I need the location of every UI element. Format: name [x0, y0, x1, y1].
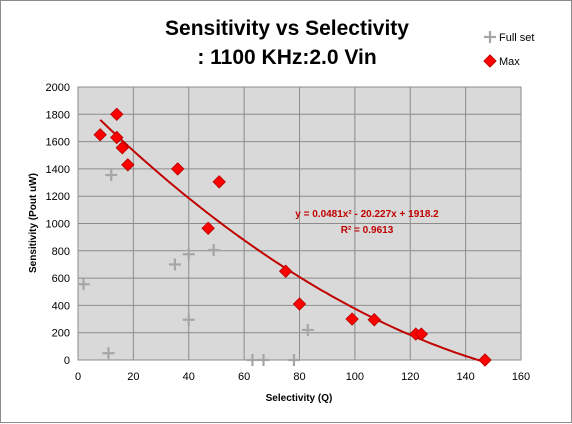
- y-tick-label: 200: [52, 328, 70, 340]
- x-tick-label: 20: [127, 371, 139, 383]
- x-tick-label: 80: [293, 371, 305, 383]
- legend-plus-icon: [484, 31, 496, 43]
- x-tick-label: 40: [183, 371, 195, 383]
- x-tick-label: 60: [238, 371, 250, 383]
- trendline-r2: R² = 0.9613: [341, 225, 394, 236]
- x-tick-label: 0: [75, 371, 81, 383]
- y-tick-label: 1400: [46, 164, 70, 176]
- y-axis-label: Sensitivity (Pout uW): [28, 173, 39, 273]
- legend: Full set Max: [484, 31, 534, 68]
- y-tick-label: 1800: [46, 109, 70, 121]
- trendline-equation: y = 0.0481x² - 20.227x + 1918.2: [295, 209, 439, 220]
- legend-marker-full-set: [484, 31, 496, 43]
- y-tick-label: 600: [52, 273, 70, 285]
- y-tick-label: 1000: [46, 219, 70, 231]
- x-tick-label: 160: [512, 371, 530, 383]
- x-tick-label: 140: [456, 371, 474, 383]
- y-tick-label: 2000: [46, 82, 70, 94]
- y-tick-label: 800: [52, 246, 70, 258]
- legend-diamond-icon: [484, 55, 496, 67]
- x-tick-label: 100: [346, 371, 364, 383]
- chart-title-line-1: Sensitivity vs Selectivity: [165, 17, 409, 40]
- legend-marker-max: [484, 55, 496, 67]
- x-axis-label: Selectivity (Q): [266, 393, 333, 404]
- y-tick-label: 1200: [46, 191, 70, 203]
- x-tick-label: 120: [401, 371, 419, 383]
- legend-label-max: Max: [499, 56, 520, 68]
- y-tick-label: 0: [64, 355, 70, 367]
- chart-title-line-2: : 1100 KHz:2.0 Vin: [197, 46, 376, 69]
- y-tick-label: 1600: [46, 137, 70, 149]
- legend-label-full-set: Full set: [499, 32, 534, 44]
- y-tick-label: 400: [52, 300, 70, 312]
